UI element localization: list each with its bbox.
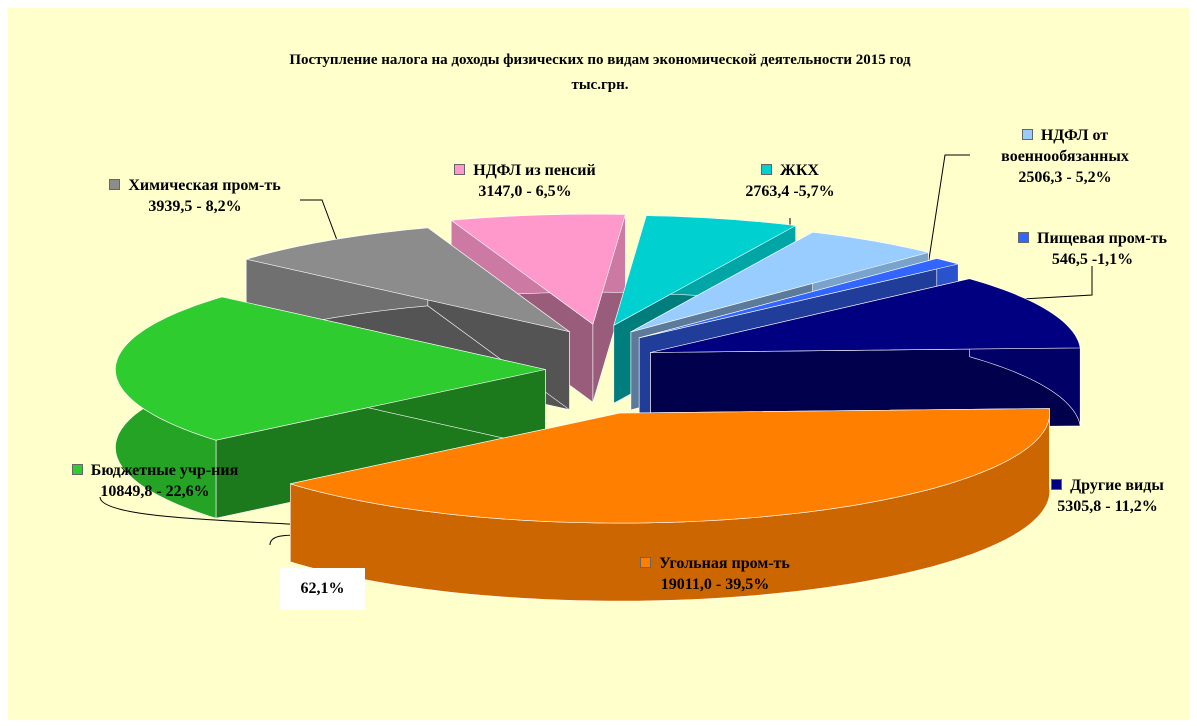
category-label: НДФЛ из пенсий	[473, 162, 596, 179]
data-label: Другие виды 5305,8 - 11,2%	[1025, 475, 1190, 517]
slice	[290, 408, 1050, 524]
annotation: 62,1%	[280, 568, 365, 610]
data-label: ЖКХ 2763,4 -5,7%	[710, 160, 870, 202]
value-label: 3939,5 - 8,2%	[148, 198, 242, 215]
slice	[650, 278, 1081, 353]
category-label: ЖКХ	[780, 162, 819, 179]
legend-swatch	[1021, 129, 1033, 140]
legend-swatch	[454, 164, 466, 175]
label-name-line: ЖКХ	[710, 160, 870, 181]
label-name-line: Бюджетные учр-ния	[30, 460, 280, 481]
data-label: Пищевая пром-ть 546,5 -1,1%	[995, 228, 1190, 270]
label-name-line: НДФЛ от военнообязанных	[965, 125, 1165, 167]
legend-swatch	[71, 464, 83, 475]
value-label: 5305,8 - 11,2%	[1057, 498, 1158, 515]
data-label: НДФЛ из пенсий 3147,0 - 6,5%	[435, 160, 615, 202]
data-label: НДФЛ от военнообязанных 2506,3 - 5,2%	[965, 125, 1165, 188]
category-label: Угольная пром-ть	[659, 555, 790, 572]
leader-line	[924, 154, 970, 286]
label-name-line: НДФЛ из пенсий	[435, 160, 615, 181]
category-label: Химическая пром-ть	[128, 177, 281, 194]
data-label: Химическая пром-ть 3939,5 - 8,2%	[80, 175, 310, 217]
legend-swatch	[1051, 479, 1063, 490]
legend-swatch	[640, 557, 652, 568]
category-label: Пищевая пром-ть	[1037, 230, 1167, 247]
data-label: Угольная пром-ть 19011,0 - 39,5%	[610, 553, 820, 595]
slice	[630, 231, 929, 333]
category-label: Другие виды	[1070, 477, 1164, 494]
category-label: НДФЛ от военнообязанных	[1001, 127, 1129, 165]
label-name-line: Угольная пром-ть	[610, 553, 820, 574]
value-label: 3147,0 - 6,5%	[478, 183, 572, 200]
value-label: 2506,3 - 5,2%	[1018, 169, 1112, 186]
slice	[639, 258, 959, 339]
category-label: Бюджетные учр-ния	[90, 462, 239, 479]
label-name-line: Пищевая пром-ть	[995, 228, 1190, 249]
data-label: Бюджетные учр-ния 10849,8 - 22,6%	[30, 460, 280, 502]
value-label: 2763,4 -5,7%	[745, 183, 835, 200]
slice	[450, 213, 626, 325]
legend-swatch	[761, 164, 772, 175]
chart-title: Поступление налога на доходы физических …	[289, 52, 911, 68]
slice	[613, 215, 797, 326]
chart-subtitle: тыс.грн.	[571, 77, 629, 93]
slice	[246, 227, 570, 332]
leader-line	[1004, 266, 1093, 301]
legend-swatch	[1018, 232, 1030, 243]
label-name-line: Другие виды	[1025, 475, 1190, 496]
label-name-line: Химическая пром-ть	[80, 175, 310, 196]
value-label: 19011,0 - 39,5%	[660, 576, 770, 593]
value-label: 10849,8 - 22,6%	[100, 483, 210, 500]
slice	[115, 296, 546, 441]
value-label: 546,5 -1,1%	[1051, 251, 1134, 268]
legend-swatch	[109, 179, 121, 190]
